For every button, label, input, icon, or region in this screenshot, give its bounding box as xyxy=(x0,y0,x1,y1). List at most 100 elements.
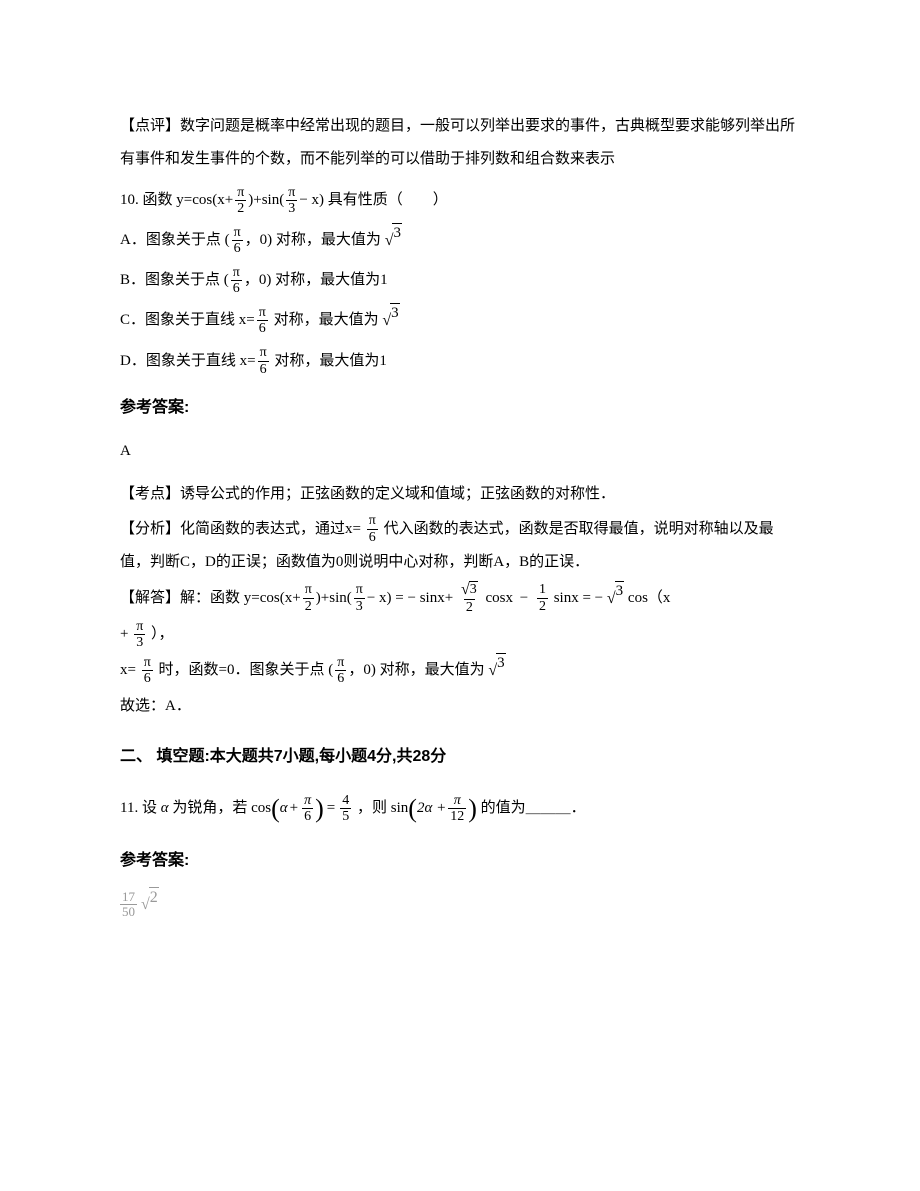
rad3-c: 3 xyxy=(390,303,400,322)
big-paren-r2: ) xyxy=(468,796,477,822)
jd3-pre: x= xyxy=(120,662,136,678)
q11-frac-45: 45 xyxy=(340,793,351,825)
optd-suf: 对称，最大值为1 xyxy=(274,353,387,369)
optc-pre: C．图象关于直线 xyxy=(120,312,235,328)
frac-pi-3: π3 xyxy=(286,185,297,217)
q11-frac-pi6: π6 xyxy=(302,793,313,825)
jd-sinx: sinx xyxy=(554,590,579,606)
jd-pi1: π xyxy=(303,582,314,597)
option-b: B．图象关于点 ( π6 ，0) 对称，最大值为1 xyxy=(120,264,800,297)
jd3-pi: π xyxy=(142,655,153,670)
opta-mid: 对称，最大值为 xyxy=(276,232,381,248)
option-d: D．图象关于直线 x= π6 对称，最大值为1 xyxy=(120,345,800,378)
line-pi6-c: x= π6 xyxy=(239,304,270,337)
q11-pi2: π xyxy=(452,793,463,808)
six-c: 6 xyxy=(257,320,268,336)
pi-c: π xyxy=(257,305,268,320)
big-paren-r1: ) xyxy=(315,796,324,822)
rad3-a: 3 xyxy=(392,223,402,242)
big-paren-l1: ( xyxy=(271,796,280,822)
jd3-frac-pi6: π6 xyxy=(142,655,153,687)
guxuan: 故选：A． xyxy=(120,690,800,723)
q11-frac-pi12: π12 xyxy=(448,793,466,825)
section-2-head: 二、 填空题:本大题共7小题,每小题4分,共28分 xyxy=(120,739,800,774)
q10-prefix: 10. 函数 xyxy=(120,192,173,208)
q11-2a: 2α + xyxy=(417,792,446,825)
ans11-rad: 2 xyxy=(149,887,159,907)
q11-cos-expr: cos ( α + π6 ) = 45 xyxy=(251,792,353,825)
jd3-rad3: 3 xyxy=(496,653,506,672)
q11-5: 5 xyxy=(340,808,351,824)
jd3-6b: 6 xyxy=(335,670,346,686)
jd-mid1: )+sin( xyxy=(316,582,352,615)
q11-sin: sin xyxy=(391,792,409,825)
jd3-pib: π xyxy=(335,655,346,670)
q11-stem: 11. 设 α 为锐角，若 cos ( α + π6 ) = 45 ，则 sin… xyxy=(120,792,800,825)
fenxi-label: 【分析】 xyxy=(120,521,180,537)
xeq-c: x= xyxy=(239,304,255,337)
ans11-num: 17 xyxy=(120,890,137,904)
fenxi-block: 【分析】化简函数的表达式，通过x= π6 代入函数的表达式，函数是否取得最值，说… xyxy=(120,513,800,579)
jieda-label: 【解答】 xyxy=(120,590,180,606)
jd-plus: + xyxy=(120,626,128,642)
jd-frac-pi3: π3 xyxy=(354,582,365,614)
q11-mid1: 为锐角，若 xyxy=(172,800,247,816)
optd-pre: D．图象关于直线 xyxy=(120,353,236,369)
frac-pi-6b: π6 xyxy=(231,265,242,297)
frac-pi-6-fx: π6 xyxy=(367,513,378,545)
q11-12: 12 xyxy=(448,808,466,824)
jd-func-left: y=cos(x+ xyxy=(244,582,301,615)
jd-3b: 3 xyxy=(134,634,145,650)
sqrt3-c: 3 xyxy=(382,303,399,338)
jd-rad3b: 3 xyxy=(615,581,625,600)
jd-frac-pi2: π2 xyxy=(303,582,314,614)
ans11-den: 50 xyxy=(120,904,137,919)
jd3-close: ，0) xyxy=(348,654,376,687)
q11-6: 6 xyxy=(302,808,313,824)
opta-pre: A．图象关于点 xyxy=(120,232,221,248)
jieda-line3: x= π6 时，函数=0．图象关于点 ( π6 ，0) 对称，最大值为 3 xyxy=(120,653,800,688)
jd3-open: ( xyxy=(328,654,333,687)
jd-frac-12: 12 xyxy=(537,582,548,614)
q11-alpha: α xyxy=(161,792,169,825)
jd-s3num: 3 xyxy=(459,581,480,599)
jd-eqneg2: = − xyxy=(582,590,603,606)
jd-1: 1 xyxy=(537,582,548,597)
frac-pi-2: π2 xyxy=(235,185,246,217)
q10-func: y=cos(x+ π2 )+sin( π3 − x) xyxy=(176,184,324,217)
frac-pi-6d: π6 xyxy=(258,345,269,377)
q11-cos: cos xyxy=(251,792,271,825)
jieda-line2: + π3 ）， xyxy=(120,618,800,651)
answer-label-2: 参考答案: xyxy=(120,843,800,878)
q11-comma: ，则 xyxy=(357,800,387,816)
jd-eqneg: = − sinx+ xyxy=(395,590,453,606)
q11-suffix: 的值为＿＿＿． xyxy=(481,800,586,816)
frac-pi-6a: π6 xyxy=(232,225,243,257)
kaodian-block: 【考点】诱导公式的作用；正弦函数的定义域和值域；正弦函数的对称性． xyxy=(120,478,800,511)
q11-eq: = xyxy=(327,792,335,825)
ans11-sqrt: 2 xyxy=(141,887,159,922)
six-fx: 6 xyxy=(367,529,378,545)
paren-close-b: ，0) xyxy=(244,264,272,297)
optc-mid: 对称，最大值为 xyxy=(274,312,379,328)
pi-a: π xyxy=(232,225,243,240)
fenxi-pre: 化简函数的表达式，通过x= xyxy=(180,521,361,537)
jd-den2b: 2 xyxy=(537,598,548,614)
q10-suffix: 具有性质（ ） xyxy=(328,192,448,208)
six-a: 6 xyxy=(232,240,243,256)
jd-frac-pi3b: π3 xyxy=(134,619,145,651)
sqrt3-a: 3 xyxy=(385,223,402,258)
func-left: y=cos(x+ xyxy=(176,184,233,217)
comment-label: 【点评】 xyxy=(120,118,180,134)
func-mid1: )+sin( xyxy=(248,184,284,217)
comment-block: 【点评】数字问题是概率中经常出现的题目，一般可以列举出要求的事件，古典概型要求能… xyxy=(120,110,800,176)
jd-3: 3 xyxy=(354,598,365,614)
jd-sqrt3: 3 xyxy=(461,581,478,599)
q11-alpha2: α xyxy=(280,792,288,825)
den-2: 2 xyxy=(235,200,246,216)
optb-pre: B．图象关于点 xyxy=(120,272,220,288)
line-pi6-d: x= π6 xyxy=(240,345,271,378)
pi-fx: π xyxy=(367,513,378,528)
func-mid2: − x) xyxy=(299,184,324,217)
q11-sin-expr: sin ( 2α + π12 ) xyxy=(391,792,477,825)
